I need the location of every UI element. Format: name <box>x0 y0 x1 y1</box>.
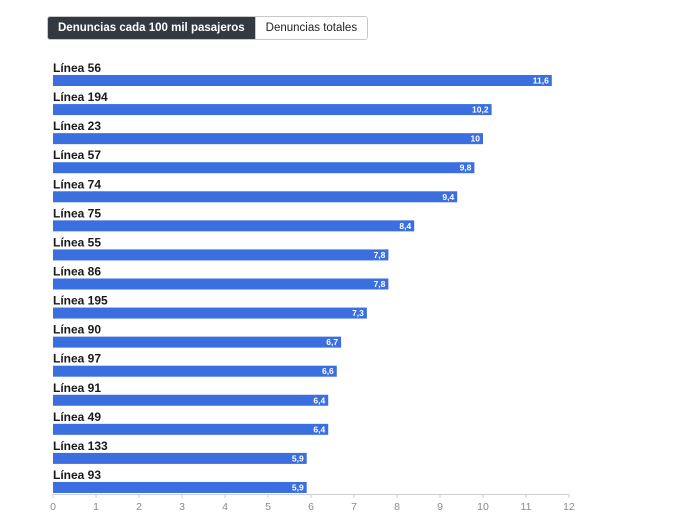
bar-value-label: 7,8 <box>374 279 386 289</box>
bar <box>53 162 475 174</box>
bar-value-label: 10,2 <box>472 105 489 115</box>
category-label: Línea 194 <box>53 90 108 104</box>
category-label: Línea 86 <box>53 264 101 278</box>
x-tick-label: 7 <box>351 501 357 513</box>
bar <box>53 133 483 145</box>
x-tick-label: 4 <box>222 501 228 513</box>
bar-value-label: 9,4 <box>442 192 454 202</box>
bar-value-label: 6,4 <box>313 395 325 405</box>
category-label: Línea 75 <box>53 206 101 220</box>
category-label: Línea 57 <box>53 148 101 162</box>
bar <box>53 336 342 348</box>
category-label: Línea 90 <box>53 323 101 337</box>
bar-value-label: 5,9 <box>292 482 304 492</box>
bar <box>53 307 367 319</box>
bar <box>53 365 337 377</box>
category-label: Línea 91 <box>53 381 101 395</box>
bar <box>53 394 329 406</box>
x-tick-label: 2 <box>136 501 142 513</box>
x-tick-label: 8 <box>394 501 400 513</box>
x-tick-label: 1 <box>93 501 99 513</box>
bar-value-label: 8,4 <box>399 221 411 231</box>
bar-value-label: 5,9 <box>292 453 304 463</box>
bar-value-label: 6,6 <box>322 366 334 376</box>
bar <box>53 104 492 116</box>
category-label: Línea 133 <box>53 439 108 453</box>
category-label: Línea 93 <box>53 468 101 482</box>
bar-value-label: 10 <box>471 134 481 144</box>
category-label: Línea 55 <box>53 235 101 249</box>
bar <box>53 249 389 261</box>
x-tick-label: 6 <box>308 501 314 513</box>
x-tick-label: 5 <box>265 501 271 513</box>
x-tick-label: 11 <box>521 501 532 513</box>
bar-value-label: 7,8 <box>374 250 386 260</box>
bar <box>53 481 307 493</box>
x-tick-label: 12 <box>563 501 575 513</box>
metric-toggle[interactable]: Denuncias cada 100 mil pasajeros Denunci… <box>47 16 369 40</box>
category-label: Línea 23 <box>53 119 101 133</box>
category-label: Línea 49 <box>53 410 101 424</box>
x-tick-label: 10 <box>477 501 489 513</box>
bar <box>53 220 415 232</box>
category-label: Línea 74 <box>53 177 101 191</box>
category-label: Línea 56 <box>53 61 101 75</box>
bar-value-label: 7,3 <box>352 308 364 318</box>
x-tick-label: 9 <box>437 501 443 513</box>
category-label: Línea 97 <box>53 352 101 366</box>
toggle-total-button[interactable]: Denuncias totales <box>254 17 368 39</box>
bar <box>53 75 552 86</box>
toggle-per-100k-button[interactable]: Denuncias cada 100 mil pasajeros <box>48 17 255 39</box>
bar-value-label: 6,4 <box>313 424 325 434</box>
bar <box>53 452 307 464</box>
bar <box>53 423 329 435</box>
bar <box>53 278 389 290</box>
category-label: Línea 195 <box>53 294 108 308</box>
bar <box>53 191 458 203</box>
bar-value-label: 6,7 <box>326 337 338 347</box>
x-tick-label: 3 <box>179 501 185 513</box>
x-tick-label: 0 <box>50 501 56 513</box>
bar-value-label: 9,8 <box>460 163 472 173</box>
bar-value-label: 11,6 <box>533 76 549 86</box>
